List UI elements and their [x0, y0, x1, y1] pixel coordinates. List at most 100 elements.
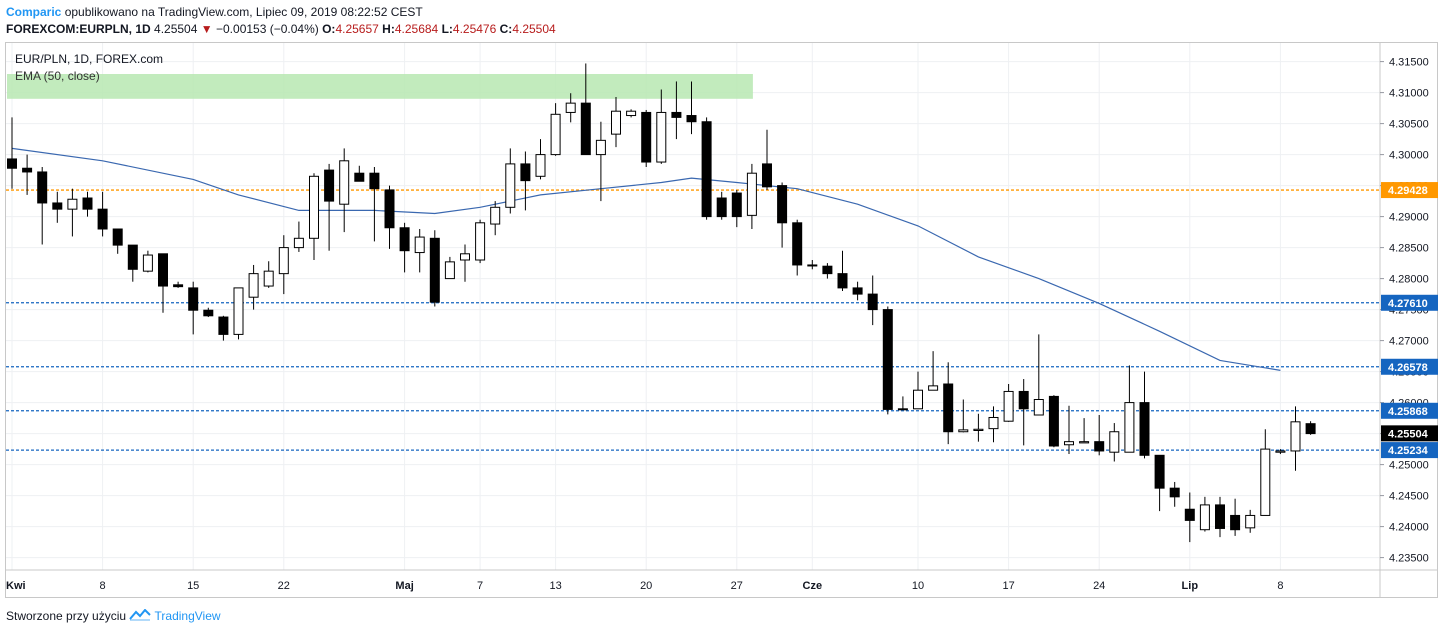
x-tick-label: 20	[640, 580, 652, 592]
x-tick-label: 17	[1002, 580, 1014, 592]
symbol-name[interactable]: FOREXCOM:EURPLN, 1D	[6, 22, 151, 36]
candle-down	[867, 293, 878, 311]
level-price-label: 4.25868	[1388, 406, 1428, 418]
low-value: 4.25476	[452, 22, 497, 36]
candle-up	[973, 428, 984, 432]
y-tick-label: 4.29000	[1389, 212, 1429, 224]
footer-brand[interactable]: TradingView	[154, 609, 221, 623]
candle-up	[656, 111, 667, 163]
candle-down	[762, 163, 772, 188]
y-tick-label: 4.24500	[1389, 491, 1429, 503]
candle-up	[278, 247, 289, 275]
candle-up	[248, 273, 259, 298]
low-label: L:	[441, 22, 453, 36]
level-price-label-bg	[1381, 294, 1438, 311]
candle-down	[520, 163, 531, 182]
level-price-label-bg	[1381, 358, 1438, 375]
candle-down	[1018, 390, 1029, 410]
x-tick-label: 15	[187, 580, 199, 592]
candle-up	[475, 222, 486, 261]
candle-up	[626, 110, 637, 117]
high-value: 4.25684	[394, 22, 439, 36]
candle-up	[1260, 448, 1271, 516]
candle-down	[1154, 454, 1165, 489]
candle-up	[595, 139, 606, 156]
candle-down	[218, 316, 229, 335]
candle-down	[324, 169, 335, 202]
candle-down	[641, 111, 652, 163]
candle-up	[1124, 402, 1135, 453]
candle-down	[822, 265, 833, 275]
candle-up	[958, 429, 969, 433]
candle-down	[671, 111, 682, 118]
y-tick-label: 4.30000	[1389, 150, 1429, 162]
candle-down	[1215, 504, 1225, 529]
candle-down	[1230, 514, 1241, 531]
y-tick-label: 4.28500	[1389, 243, 1429, 255]
open-value: 4.25657	[335, 22, 379, 36]
candle-up	[1079, 441, 1090, 444]
candle-down	[943, 383, 954, 433]
x-tick-label: Maj	[395, 580, 413, 592]
candle-down	[731, 192, 742, 218]
indicator-legend[interactable]: EMA (50, close)	[15, 69, 100, 83]
price-change: −0.00153 (−0.04%)	[216, 22, 319, 36]
candle-down	[1094, 441, 1105, 452]
candle-up	[1199, 504, 1210, 531]
close-value: 4.25504	[512, 22, 556, 36]
candle-down	[1184, 508, 1195, 521]
candle-up	[897, 408, 908, 411]
candle-up	[1275, 450, 1286, 453]
symbol-line: FOREXCOM:EURPLN, 1D 4.25504 ▼ −0.00153 (…	[6, 22, 556, 36]
chart-frame	[5, 42, 1438, 598]
candle-up	[1290, 421, 1301, 452]
candle-up	[1003, 390, 1014, 422]
level-price-label: 4.29428	[1388, 185, 1428, 197]
candle-up	[1109, 431, 1120, 453]
y-tick-label: 4.28000	[1389, 274, 1429, 286]
y-tick-label: 4.30500	[1389, 119, 1429, 131]
publisher-name[interactable]: Comparic	[6, 5, 62, 19]
candle-up	[67, 198, 78, 210]
level-price-label-bg	[1381, 442, 1438, 459]
candle-up	[565, 102, 576, 113]
candle-down	[127, 244, 138, 270]
last-price: 4.25504	[154, 22, 198, 36]
candle-down	[399, 227, 410, 252]
candle-down	[37, 171, 48, 204]
y-tick-label: 4.25000	[1389, 460, 1429, 472]
candle-down	[82, 197, 93, 210]
candle-down	[22, 167, 33, 173]
candle-down	[354, 172, 365, 182]
candle-down	[1305, 423, 1316, 435]
candle-up	[611, 110, 621, 135]
open-label: O:	[322, 22, 336, 36]
candle-down	[173, 284, 184, 288]
candle-up	[988, 416, 999, 430]
candle-down	[429, 237, 440, 303]
x-tick-label: 7	[477, 580, 483, 592]
candle-up	[1033, 399, 1044, 416]
level-price-label: 4.25234	[1388, 445, 1429, 457]
candle-down	[203, 309, 214, 317]
candle-up	[309, 175, 319, 239]
level-price-label: 4.26578	[1388, 362, 1428, 374]
x-tick-label: 13	[549, 580, 561, 592]
y-tick-label: 4.31000	[1389, 88, 1429, 100]
x-tick-label: 8	[1277, 580, 1283, 592]
candle-down	[792, 222, 803, 266]
highlight-zone	[7, 74, 753, 99]
candle-down	[7, 158, 17, 169]
footer-text: Stworzone przy użyciu	[6, 609, 127, 623]
high-label: H:	[382, 22, 395, 36]
candle-down	[777, 185, 788, 224]
candle-down	[188, 287, 199, 311]
level-price-label-bg	[1381, 182, 1438, 199]
candle-up	[263, 270, 274, 287]
tradingview-logo-icon	[129, 608, 154, 623]
series-legend[interactable]: EUR/PLN, 1D, FOREX.com	[15, 52, 164, 66]
candle-down	[686, 115, 697, 123]
candle-up	[142, 254, 153, 272]
x-tick-label: Lip	[1182, 580, 1199, 592]
